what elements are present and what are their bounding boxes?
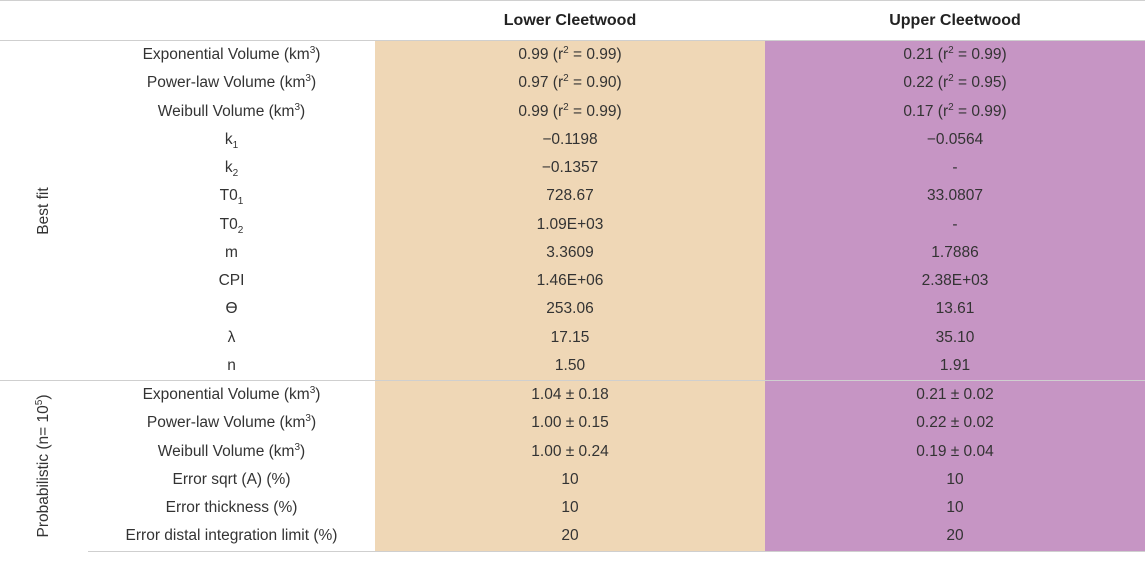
table-row: Power-law Volume (km3) 1.00 ± 0.15 0.22 … — [0, 409, 1145, 438]
header-empty-label — [88, 0, 375, 41]
lower-value: −0.1198 — [375, 125, 765, 154]
row-label: Weibull Volume (km3) — [157, 101, 306, 120]
lower-value: 0.97 (r2 = 0.90) — [375, 69, 765, 98]
table-row: k2 −0.1357 - — [0, 154, 1145, 183]
row-label: Weibull Volume (km3) — [157, 441, 306, 460]
header-lower-cleetwood: Lower Cleetwood — [375, 0, 765, 41]
row-label: m — [225, 243, 238, 261]
lower-value: 20 — [375, 522, 765, 552]
upper-value: 0.19 ± 0.04 — [765, 437, 1145, 466]
lower-value: −0.1357 — [375, 154, 765, 183]
lower-value: 0.99 (r2 = 0.99) — [375, 97, 765, 126]
upper-value: 35.10 — [765, 323, 1145, 352]
upper-value: 0.22 (r2 = 0.95) — [765, 69, 1145, 98]
upper-value: 2.38E+03 — [765, 267, 1145, 296]
upper-value: 0.21 (r2 = 0.99) — [765, 40, 1145, 70]
lower-value: 253.06 — [375, 295, 765, 324]
table-row: λ 17.15 35.10 — [0, 323, 1145, 352]
table-row: Error sqrt (A) (%) 10 10 — [0, 465, 1145, 494]
lower-value: 728.67 — [375, 182, 765, 211]
section-best-fit: Best fit — [0, 40, 88, 381]
upper-value: 0.17 (r2 = 0.99) — [765, 97, 1145, 126]
upper-value: −0.0564 — [765, 125, 1145, 154]
upper-value: 20 — [765, 522, 1145, 552]
row-label: CPI — [218, 272, 245, 290]
upper-value: 13.61 — [765, 295, 1145, 324]
table-row: Error distal integration limit (%) 20 20 — [0, 522, 1145, 552]
lower-value: 10 — [375, 465, 765, 494]
lower-value: 1.00 ± 0.24 — [375, 437, 765, 466]
table-row: Best fit Exponential Volume (km3) 0.99 (… — [0, 40, 1145, 381]
row-label: Power-law Volume (km3) — [146, 73, 317, 92]
row-label: ϴ — [225, 300, 238, 318]
upper-value: 0.22 ± 0.02 — [765, 409, 1145, 438]
row-label: T02 — [219, 215, 244, 236]
upper-value: 0.21 ± 0.02 — [765, 380, 1145, 410]
upper-value: - — [765, 154, 1145, 183]
row-label: T01 — [219, 187, 244, 208]
table-row: ϴ 253.06 13.61 — [0, 295, 1145, 324]
row-label: n — [227, 356, 236, 374]
lower-value: 17.15 — [375, 323, 765, 352]
lower-value: 1.00 ± 0.15 — [375, 409, 765, 438]
section-best-fit-label: Best fit — [35, 186, 52, 235]
lower-value: 10 — [375, 494, 765, 523]
upper-value: 1.7886 — [765, 238, 1145, 267]
row-label: Exponential Volume (km3) — [88, 40, 375, 70]
table-row: Probabilistic (n= 105) Exponential Volum… — [0, 380, 1145, 551]
lower-value: 3.3609 — [375, 238, 765, 267]
lower-value: 0.99 (r2 = 0.99) — [375, 40, 765, 70]
section-probabilistic: Probabilistic (n= 105) — [0, 380, 88, 551]
lower-value: 1.04 ± 0.18 — [375, 380, 765, 410]
upper-value: 33.0807 — [765, 182, 1145, 211]
upper-value: 10 — [765, 494, 1145, 523]
upper-value: 1.91 — [765, 351, 1145, 381]
upper-value: - — [765, 210, 1145, 239]
header-row: Lower Cleetwood Upper Cleetwood — [0, 0, 1145, 41]
row-label: Error sqrt (A) (%) — [172, 470, 291, 488]
row-label: k2 — [224, 159, 239, 180]
lower-value: 1.09E+03 — [375, 210, 765, 239]
lower-value: 1.50 — [375, 351, 765, 381]
table-row: Power-law Volume (km3) 0.97 (r2 = 0.90) … — [0, 69, 1145, 98]
section-probabilistic-label: Probabilistic (n= 105) — [34, 394, 52, 538]
lower-value: 1.46E+06 — [375, 267, 765, 296]
table-row: m 3.3609 1.7886 — [0, 238, 1145, 267]
row-label: Power-law Volume (km3) — [146, 413, 317, 432]
table-row: Weibull Volume (km3) 1.00 ± 0.24 0.19 ± … — [0, 437, 1145, 466]
row-label: k1 — [224, 130, 239, 151]
table-row: T02 1.09E+03 - — [0, 210, 1145, 239]
table-row: T01 728.67 33.0807 — [0, 182, 1145, 211]
row-label: Error thickness (%) — [165, 499, 298, 517]
header-empty-section — [0, 0, 88, 41]
upper-value: 10 — [765, 465, 1145, 494]
table-row: Weibull Volume (km3) 0.99 (r2 = 0.99) 0.… — [0, 97, 1145, 126]
row-label: λ — [227, 328, 236, 346]
row-label: Exponential Volume (km3) — [88, 380, 375, 410]
header-upper-cleetwood: Upper Cleetwood — [765, 0, 1145, 41]
row-label: Error distal integration limit (%) — [88, 522, 375, 552]
table-row: k1 −0.1198 −0.0564 — [0, 125, 1145, 154]
table-row: CPI 1.46E+06 2.38E+03 — [0, 267, 1145, 296]
table-row: n 1.50 1.91 — [0, 351, 1145, 381]
table-row: Error thickness (%) 10 10 — [0, 494, 1145, 523]
